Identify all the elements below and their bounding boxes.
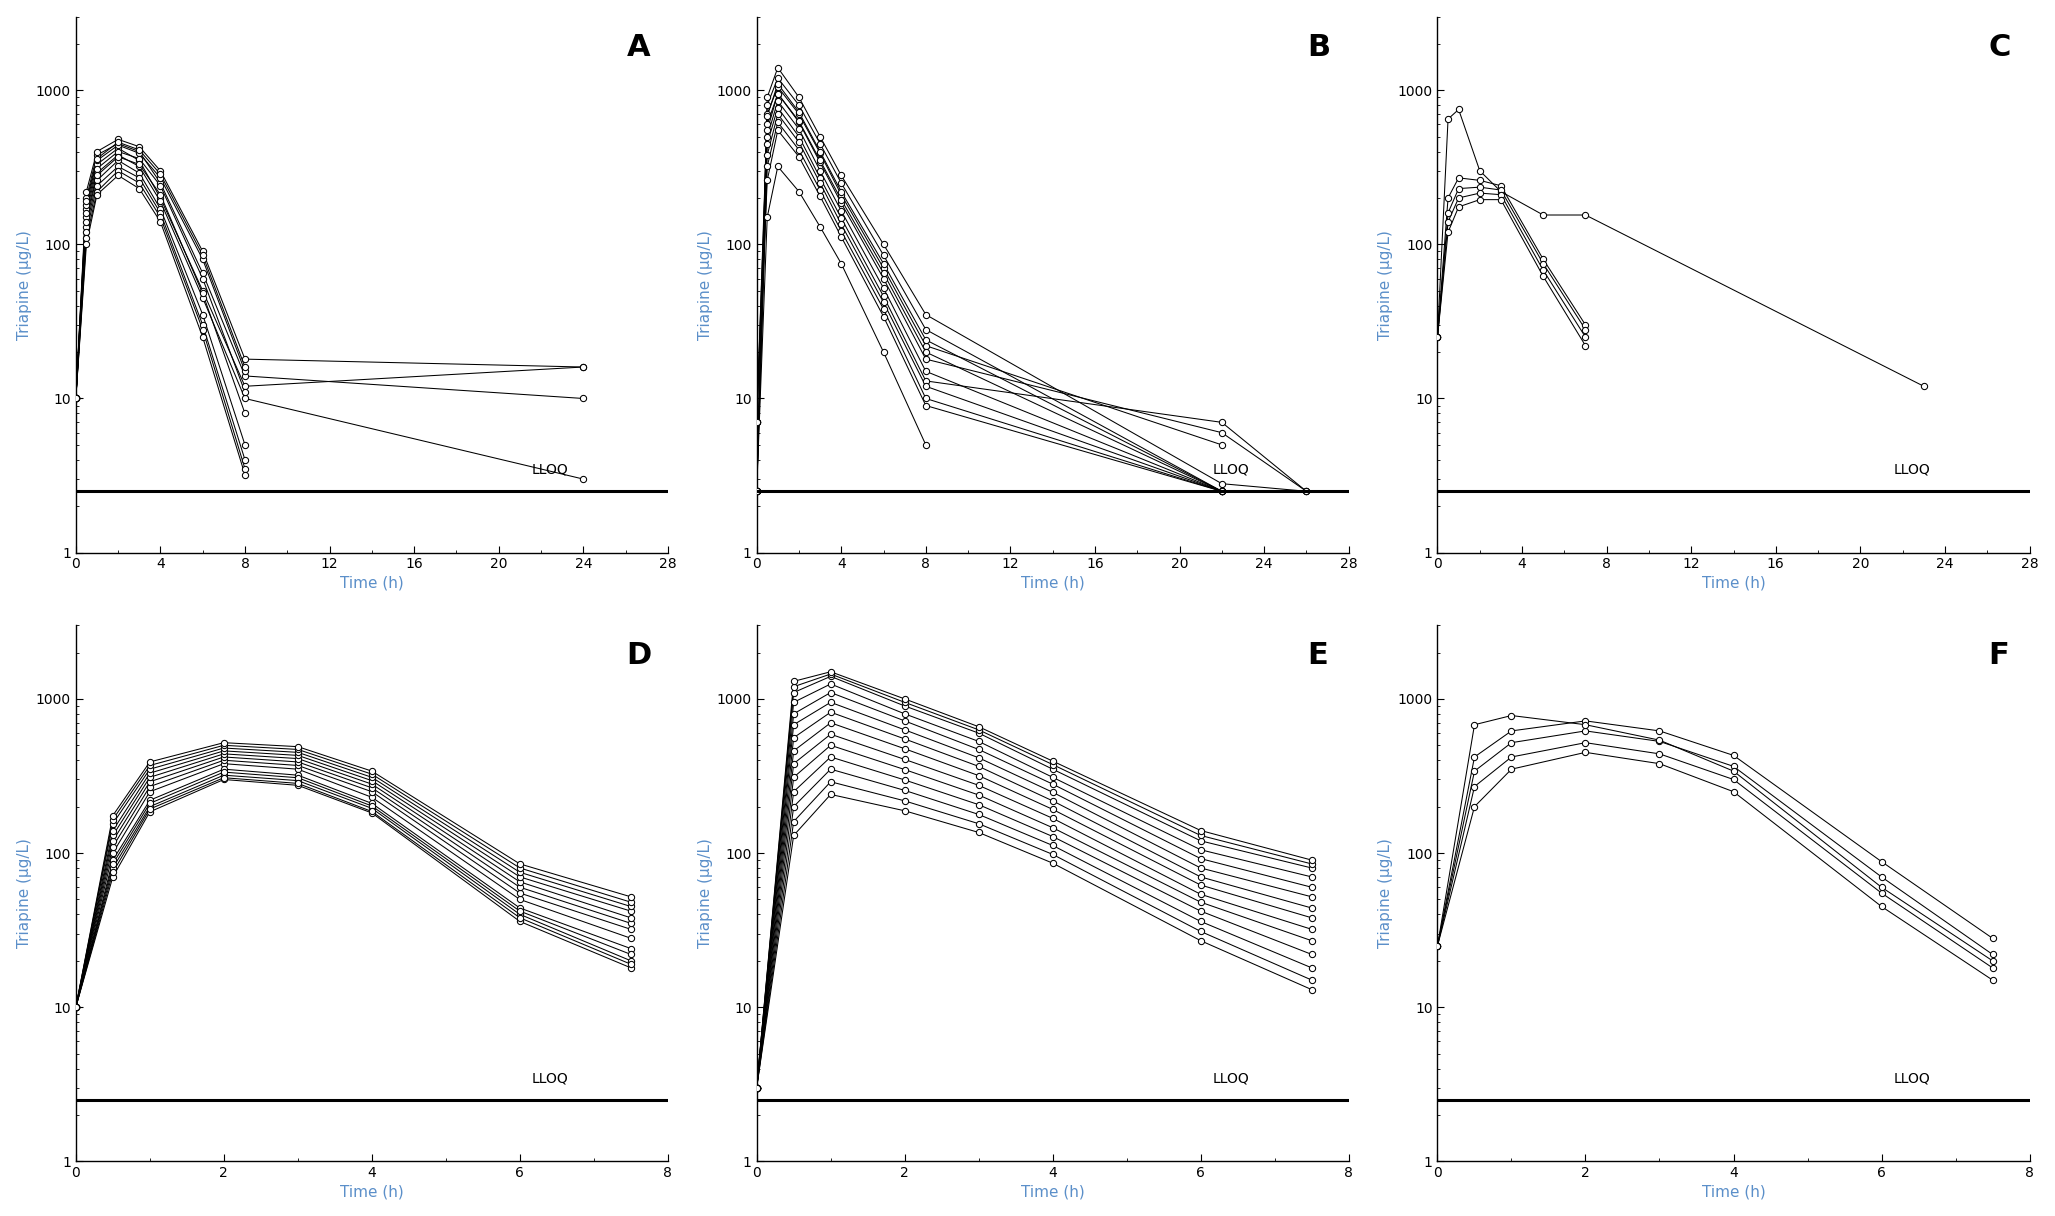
Text: E: E (1307, 641, 1328, 670)
X-axis label: Time (h): Time (h) (1021, 575, 1085, 591)
X-axis label: Time (h): Time (h) (1702, 1184, 1765, 1199)
Y-axis label: Triapine (μg/L): Triapine (μg/L) (16, 838, 31, 948)
Text: C: C (1987, 33, 2010, 62)
Text: LLOQ: LLOQ (1893, 1071, 1930, 1085)
Text: A: A (627, 33, 649, 62)
Y-axis label: Triapine (μg/L): Triapine (μg/L) (697, 230, 713, 339)
Text: LLOQ: LLOQ (1212, 1071, 1249, 1085)
Y-axis label: Triapine (μg/L): Triapine (μg/L) (1379, 230, 1393, 339)
Text: LLOQ: LLOQ (1893, 462, 1930, 477)
Text: D: D (627, 641, 651, 670)
Text: F: F (1987, 641, 2010, 670)
Y-axis label: Triapine (μg/L): Triapine (μg/L) (16, 230, 31, 339)
Y-axis label: Triapine (μg/L): Triapine (μg/L) (697, 838, 713, 948)
Text: LLOQ: LLOQ (1212, 462, 1249, 477)
Text: B: B (1307, 33, 1330, 62)
X-axis label: Time (h): Time (h) (339, 575, 403, 591)
X-axis label: Time (h): Time (h) (339, 1184, 403, 1199)
X-axis label: Time (h): Time (h) (1702, 575, 1765, 591)
Text: LLOQ: LLOQ (532, 462, 569, 477)
X-axis label: Time (h): Time (h) (1021, 1184, 1085, 1199)
Text: LLOQ: LLOQ (532, 1071, 569, 1085)
Y-axis label: Triapine (μg/L): Triapine (μg/L) (1379, 838, 1393, 948)
